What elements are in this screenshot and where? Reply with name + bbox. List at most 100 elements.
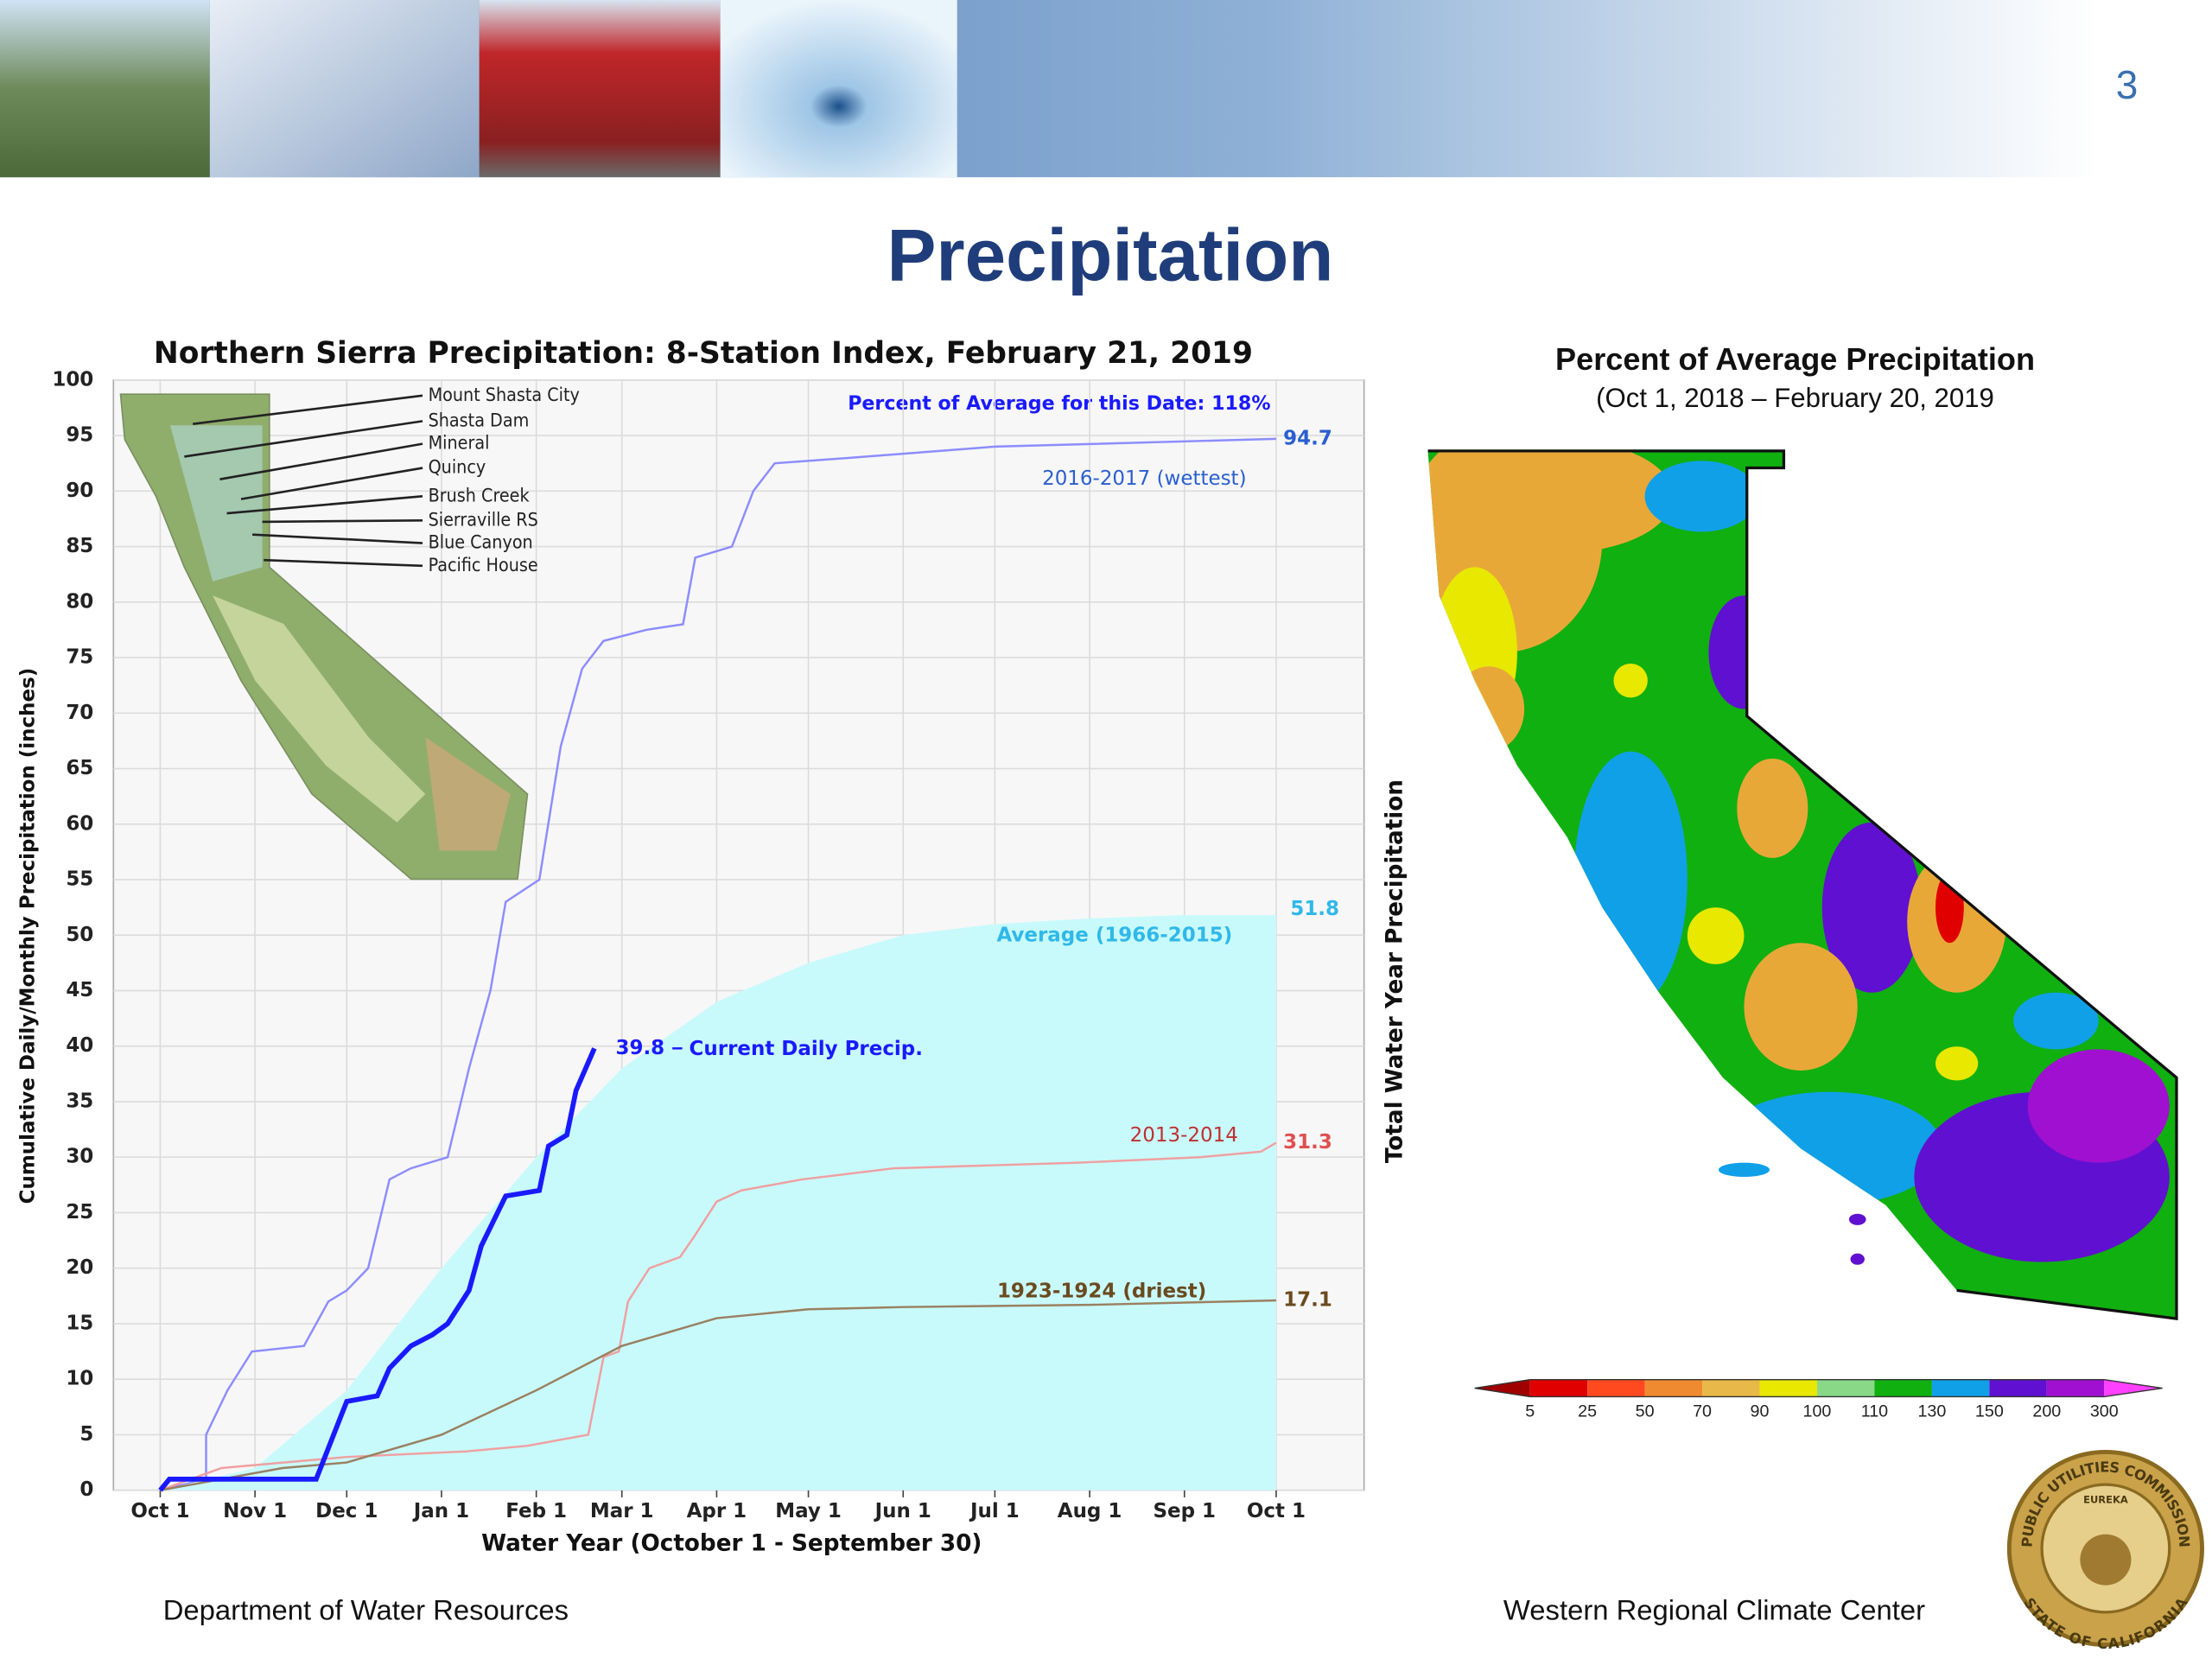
colorbar-label: 110 (1861, 1402, 1888, 1421)
line (160, 1299, 1276, 1491)
chart-title: Northern Sierra Precipitation: 8-Station… (154, 336, 1253, 371)
colorbar-segment (1644, 1379, 1703, 1397)
source-left: Department of Water Resources (163, 1594, 569, 1626)
y-tick-label: 15 (66, 1312, 93, 1334)
map-subtitle: (Oct 1, 2018 – February 20, 2019 (1596, 383, 1994, 413)
colorbar-segment (2046, 1379, 2105, 1397)
seal-motto: EUREKA (2083, 1494, 2128, 1506)
y-tick-label: 25 (66, 1201, 93, 1224)
x-tick-label: Aug 1 (1058, 1500, 1122, 1522)
series-label: 1923-1924 (driest) (997, 1280, 1206, 1302)
y-tick-label: 70 (66, 702, 93, 724)
end-value-label: 31.3 (1283, 1131, 1332, 1154)
colorbar: 5 25 50 70 90 100 110 130 150 200 300 (1474, 1379, 2163, 1421)
state-border (1427, 449, 2178, 1321)
series-label: Average (1966-2015) (996, 925, 1232, 947)
line (158, 1047, 597, 1492)
y-tick-label: 50 (66, 924, 93, 946)
end-value-label: 51.8 (1290, 898, 1339, 920)
x-tick-label: Mar 1 (590, 1500, 654, 1522)
page-number: 3 (2116, 62, 2139, 107)
colorbar-label: 150 (1975, 1402, 2004, 1421)
x-tick-label: Dec 1 (315, 1500, 378, 1522)
colorbar-segment (1587, 1379, 1645, 1397)
x-tick-label: May 1 (775, 1500, 842, 1522)
colorbar-label: 25 (1578, 1402, 1597, 1421)
colorbar-segment (1874, 1379, 1932, 1397)
y-tick-label: 45 (66, 979, 93, 1001)
plot: 0 5 10 15 20 25 30 35 40 45 50 55 60 65 70 75 80 85 90 95 10… (52, 368, 1364, 1522)
y-tick-label: 75 (66, 646, 93, 669)
y-tick-label: 85 (66, 535, 93, 557)
colorbar-arrow (2104, 1379, 2163, 1397)
y-tick-label: 80 (66, 590, 93, 613)
y-tick-label: 20 (66, 1256, 93, 1279)
inset-map (119, 393, 529, 880)
y-tick-label: 60 (66, 812, 93, 835)
colorbar-label: 70 (1693, 1402, 1712, 1421)
x-tick-label: Nov 1 (223, 1500, 287, 1522)
station-name: Quincy (429, 457, 486, 479)
chart-annotation: Percent of Average for this Date: 118% (848, 392, 1270, 415)
colorbar-segment (1931, 1379, 1990, 1397)
series-label: 2013-2014 (1130, 1124, 1238, 1147)
colorbar-label: 90 (1751, 1402, 1770, 1421)
y-axis-label: Cumulative Daily/Monthly Precipitation (… (16, 668, 39, 1205)
y-tick-label: 95 (66, 424, 93, 447)
station-name: Pacific House (429, 555, 538, 576)
colorbar-label: 5 (1525, 1402, 1535, 1421)
slide-title: Precipitation (887, 214, 1334, 296)
colorbar-label: 100 (1803, 1402, 1832, 1421)
station-name: Blue Canyon (429, 532, 533, 554)
x-tick-label: Apr 1 (687, 1500, 747, 1522)
y-tick-label: 30 (66, 1146, 93, 1168)
end-value-label: 17.1 (1283, 1288, 1332, 1311)
seal: PUBLIC UTILITIES COMMISSION STATE OF CAL… (2006, 1449, 2204, 1652)
y-tick-label: 10 (66, 1368, 93, 1390)
station-name: Mount Shasta City (429, 385, 580, 406)
map-title: Percent of Average Precipitation (1555, 341, 2035, 377)
colorbar-label: 300 (2090, 1402, 2119, 1421)
station-name: Shasta Dam (429, 410, 530, 431)
colorbar-segment (1702, 1379, 1760, 1397)
colorbar-segment (1759, 1379, 1817, 1397)
station-name: Sierraville RS (429, 509, 538, 531)
colorbar-outline (1474, 1379, 2163, 1398)
end-value-label: 94.7 (1283, 427, 1332, 449)
y-tick-label: 0 (79, 1478, 93, 1501)
end-value-label: 39.8 (615, 1037, 664, 1059)
colorbar-segment (1816, 1379, 1875, 1397)
map-side-label: Total Water Year Precipitation (1382, 779, 1408, 1163)
x-axis-label: Water Year (October 1 - September 30) (481, 1531, 982, 1557)
station-name: Mineral (429, 433, 490, 454)
y-tick-label: 5 (79, 1423, 93, 1446)
series-label: 2016-2017 (wettest) (1042, 467, 1246, 490)
source-right: Western Regional Climate Center (1503, 1594, 1925, 1626)
y-tick-label: 100 (52, 368, 93, 391)
y-tick-label: 40 (66, 1034, 93, 1057)
precip-map (1427, 450, 2177, 1319)
area (160, 915, 1276, 1491)
colorbar-label: 200 (2032, 1402, 2061, 1421)
station-name: Brush Creek (429, 485, 531, 506)
colorbar-label: 130 (1917, 1402, 1946, 1421)
colorbar-label: 50 (1636, 1402, 1655, 1421)
x-tick-label: Oct 1 (130, 1500, 189, 1522)
line (160, 1141, 1277, 1491)
y-tick-label: 90 (66, 480, 93, 502)
x-tick-label: Feb 1 (505, 1500, 567, 1522)
y-tick-label: 35 (66, 1090, 93, 1112)
islands (1718, 1162, 1866, 1265)
x-tick-label: Jan 1 (412, 1500, 469, 1522)
colorbar-arrow (1474, 1379, 1530, 1397)
line (160, 437, 1276, 1491)
x-tick-label: Jun 1 (874, 1500, 931, 1522)
x-tick-label: Jul 1 (969, 1500, 1020, 1522)
header-photos (0, 0, 2099, 178)
x-tick-label: Sep 1 (1154, 1500, 1217, 1522)
series-label: Current Daily Precip. (690, 1038, 923, 1060)
y-tick-label: 65 (66, 757, 93, 779)
